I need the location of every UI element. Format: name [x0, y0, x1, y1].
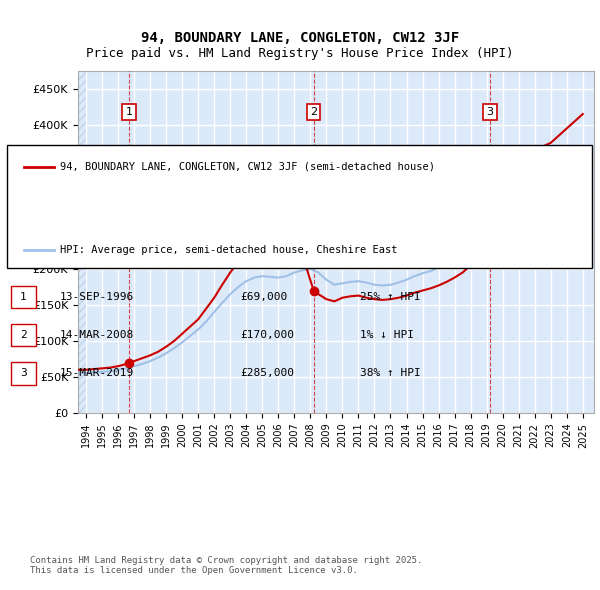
Text: 14-MAR-2008: 14-MAR-2008: [60, 330, 134, 340]
Text: 2: 2: [20, 330, 27, 340]
Text: 3: 3: [487, 107, 493, 117]
Text: 2: 2: [310, 107, 317, 117]
Text: 13-SEP-1996: 13-SEP-1996: [60, 292, 134, 301]
Text: 1% ↓ HPI: 1% ↓ HPI: [360, 330, 414, 340]
Text: £69,000: £69,000: [240, 292, 287, 301]
Text: HPI: Average price, semi-detached house, Cheshire East: HPI: Average price, semi-detached house,…: [48, 245, 386, 254]
Text: Price paid vs. HM Land Registry's House Price Index (HPI): Price paid vs. HM Land Registry's House …: [86, 47, 514, 60]
Text: £170,000: £170,000: [240, 330, 294, 340]
Text: 15-MAR-2019: 15-MAR-2019: [60, 369, 134, 378]
Bar: [78, 71, 86, 413]
Text: 25% ↑ HPI: 25% ↑ HPI: [360, 292, 421, 301]
Text: HPI: Average price, semi-detached house, Cheshire East: HPI: Average price, semi-detached house,…: [60, 245, 398, 254]
Text: £285,000: £285,000: [240, 369, 294, 378]
Bar: [78, 71, 86, 413]
Text: 1: 1: [126, 107, 133, 117]
Text: 94, BOUNDARY LANE, CONGLETON, CW12 3JF (semi-detached house): 94, BOUNDARY LANE, CONGLETON, CW12 3JF (…: [60, 162, 435, 172]
Text: 94, BOUNDARY LANE, CONGLETON, CW12 3JF: 94, BOUNDARY LANE, CONGLETON, CW12 3JF: [141, 31, 459, 45]
Text: 94, BOUNDARY LANE, CONGLETON, CW12 3JF (semi-detached house): 94, BOUNDARY LANE, CONGLETON, CW12 3JF (…: [48, 162, 423, 172]
Text: 38% ↑ HPI: 38% ↑ HPI: [360, 369, 421, 378]
Text: 3: 3: [20, 369, 27, 378]
Text: 1: 1: [20, 292, 27, 301]
Text: Contains HM Land Registry data © Crown copyright and database right 2025.
This d: Contains HM Land Registry data © Crown c…: [30, 556, 422, 575]
